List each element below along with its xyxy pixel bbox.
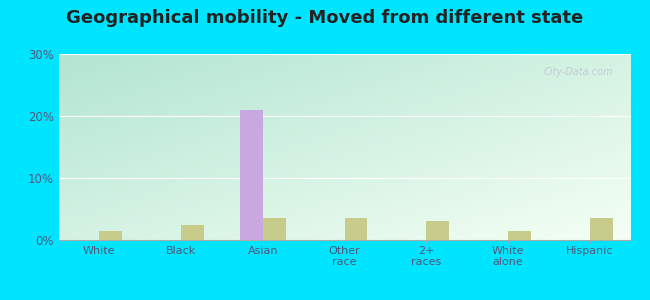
Bar — [508, 231, 531, 240]
Text: Geographical mobility - Moved from different state: Geographical mobility - Moved from diffe… — [66, 9, 584, 27]
Bar — [99, 231, 122, 240]
Text: City-Data.com: City-Data.com — [543, 67, 614, 77]
Bar — [263, 218, 285, 240]
Bar — [426, 221, 449, 240]
Bar — [344, 218, 367, 240]
Bar — [181, 224, 204, 240]
Bar — [240, 110, 263, 240]
Bar — [590, 218, 612, 240]
